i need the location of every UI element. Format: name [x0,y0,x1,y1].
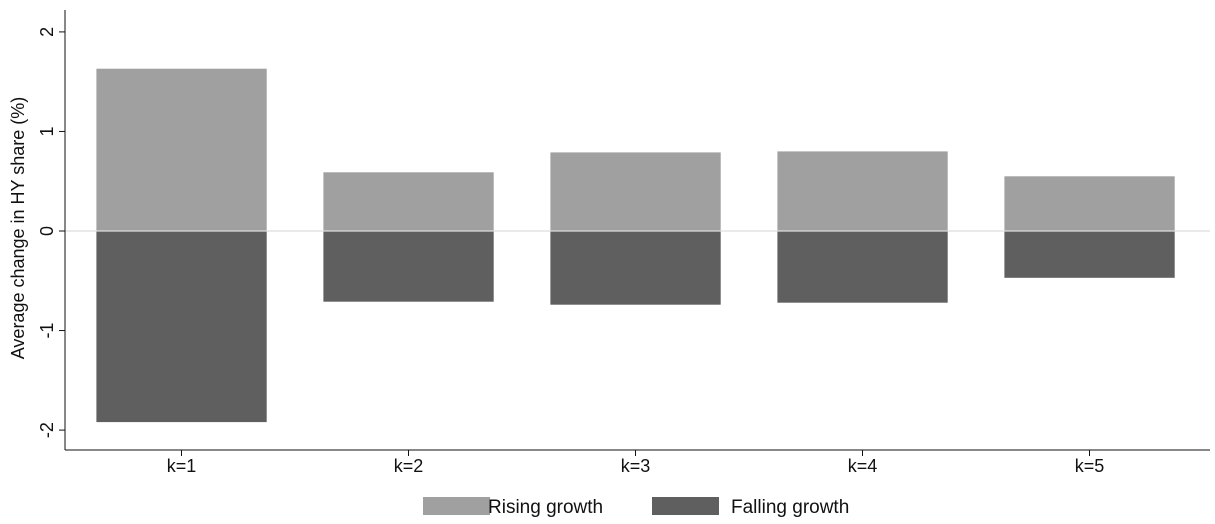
legend-label-rising: Rising growth [488,497,603,518]
y-tick-label: 1 [37,126,57,136]
x-tick-label: k=2 [394,456,424,476]
bar-rising-3 [550,152,721,231]
x-tick-label: k=5 [1075,456,1105,476]
y-tick-label: -1 [37,323,57,339]
bar-falling-2 [323,231,494,302]
bar-falling-3 [550,231,721,305]
x-tick-label: k=3 [621,456,651,476]
x-tick-label: k=1 [167,456,197,476]
bars-layer [96,68,1175,423]
bar-falling-5 [1004,231,1175,278]
y-tick-label: 2 [37,27,57,37]
x-tick-label: k=4 [848,456,878,476]
legend: Rising growth Falling growth [423,497,849,518]
legend-swatch-rising [423,497,490,515]
bar-rising-2 [323,172,494,231]
legend-swatch-falling [652,497,719,515]
y-axis-title: Average change in HY share (%) [8,97,28,360]
legend-label-falling: Falling growth [731,497,849,518]
bar-rising-4 [777,151,948,231]
bar-falling-4 [777,231,948,303]
y-ticks: -2 -1 0 1 2 [37,27,65,438]
bar-rising-1 [96,68,267,231]
y-tick-label: 0 [37,226,57,236]
x-ticks: k=1 k=2 k=3 k=4 k=5 [167,450,1105,476]
bar-falling-1 [96,231,267,423]
y-tick-label: -2 [37,422,57,438]
bar-rising-5 [1004,176,1175,232]
